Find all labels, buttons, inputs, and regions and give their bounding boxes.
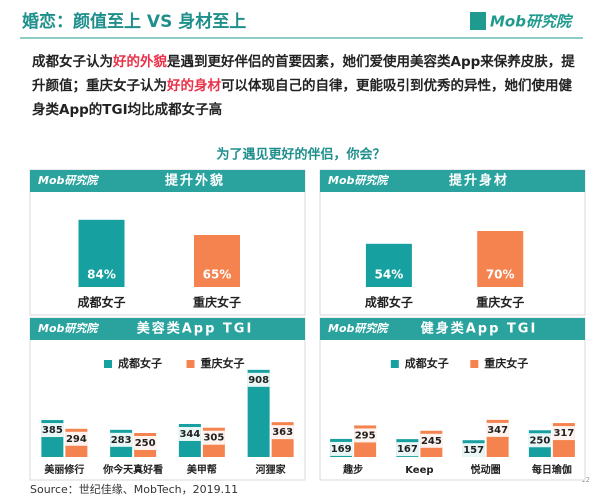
- value-label: 167: [397, 444, 418, 455]
- category-label: 趣步: [342, 463, 363, 476]
- value-label: 347: [487, 425, 508, 436]
- value-label: 157: [463, 445, 484, 456]
- value-label: 169: [331, 444, 352, 455]
- text: 可以体现自己的自律，更能吸引到优秀的异性，她们使用健身类App的TGI均比成都女…: [32, 78, 572, 118]
- value-label: 295: [355, 430, 376, 441]
- panel-title: 提升外貌: [165, 173, 225, 189]
- legend-label: 成都女子: [118, 356, 162, 370]
- panel-header: [320, 170, 585, 192]
- panel-header: [320, 318, 585, 340]
- value-label: 70%: [486, 268, 515, 282]
- category-label: 美丽修行: [44, 463, 84, 476]
- value-label-bg: [41, 423, 64, 438]
- panel-header: [30, 318, 305, 340]
- legend-label: 成都女子: [405, 356, 449, 370]
- bar: [247, 369, 270, 457]
- category-label: Keep: [405, 465, 433, 476]
- highlight: 好的身材: [167, 78, 221, 94]
- value-label-bg: [462, 443, 485, 458]
- category-label: 你今天真好看: [102, 463, 163, 476]
- category-label: 悦动圈: [471, 463, 501, 476]
- text: 成都女子认为: [32, 54, 113, 70]
- panel-logo: Mob研究院: [328, 174, 389, 187]
- value-label: 294: [66, 434, 87, 445]
- bar: [365, 243, 412, 287]
- highlight: 好的外貌: [113, 54, 167, 70]
- value-label-bg: [247, 372, 270, 387]
- logo-icon: [470, 12, 486, 30]
- legend-swatch: [104, 360, 112, 368]
- panel: [29, 169, 306, 316]
- value-label-bg: [134, 436, 157, 450]
- bar: [78, 219, 125, 287]
- value-label-bg: [396, 442, 419, 457]
- value-label-bg: [330, 441, 353, 456]
- value-label: 250: [529, 435, 550, 446]
- value-label: 317: [553, 428, 574, 439]
- value-label: 363: [272, 427, 293, 438]
- panel-title: 健身类App TGI: [421, 321, 538, 337]
- value-label-bg: [178, 426, 201, 441]
- legend-swatch: [390, 360, 399, 368]
- legend-label: 重庆女子: [484, 356, 528, 370]
- value-label: 908: [248, 375, 269, 386]
- question: 为了遇见更好的伴侣，你会？: [216, 147, 385, 163]
- page-number: 12: [581, 476, 590, 484]
- bar: [477, 231, 524, 287]
- panel-title: 提升身材: [449, 173, 509, 189]
- value-label: 84%: [87, 268, 116, 282]
- value-label: 65%: [203, 268, 232, 282]
- value-label-bg: [271, 425, 294, 440]
- legend-swatch: [470, 360, 479, 368]
- panel-logo: Mob研究院: [328, 322, 389, 335]
- category-label: 成都女子: [365, 295, 413, 310]
- text: 是遇到更好伴侣的首要因素，她们爱使用美容类App来保养皮肤，提升颜值；重庆女子认…: [32, 54, 575, 94]
- value-label: 250: [135, 438, 156, 449]
- value-label-bg: [354, 428, 377, 443]
- value-label-bg: [528, 433, 551, 448]
- category-label: 成都女子: [77, 295, 125, 310]
- panel-logo: Mob研究院: [38, 174, 99, 187]
- category-label: 重庆女子: [476, 295, 524, 310]
- source: Source：世纪佳缘、MobTech，2019.11: [30, 482, 238, 496]
- panel-logo: Mob研究院: [38, 322, 99, 335]
- panel-title: 美容类App TGI: [137, 321, 254, 337]
- bar: [194, 235, 240, 287]
- panel-header: [30, 170, 305, 192]
- value-label-bg: [486, 422, 509, 437]
- value-label: 385: [42, 425, 63, 436]
- category-label: 美甲帮: [187, 463, 217, 476]
- page-title: 婚恋：颜值至上 VS 身材至上: [22, 11, 246, 32]
- value-label: 54%: [375, 268, 404, 282]
- value-label: 305: [203, 433, 224, 444]
- value-label-bg: [110, 432, 133, 447]
- summary: 成都女子认为好的外貌是遇到更好伴侣的首要因素，她们爱使用美容类App来保养皮肤，…: [32, 50, 577, 122]
- category-label: 每日瑜伽: [532, 463, 572, 476]
- value-label-bg: [65, 431, 88, 446]
- value-label: 245: [421, 436, 442, 447]
- panel: [319, 169, 586, 316]
- value-label: 344: [179, 429, 200, 440]
- value-label-bg: [420, 433, 443, 448]
- value-label: 283: [111, 435, 132, 446]
- category-label: 重庆女子: [193, 295, 241, 310]
- logo: Mob研究院: [490, 13, 574, 31]
- value-label-bg: [552, 426, 575, 441]
- category-label: 河狸家: [256, 463, 287, 476]
- legend-swatch: [186, 360, 195, 368]
- legend-label: 重庆女子: [201, 356, 245, 370]
- value-label-bg: [202, 430, 225, 445]
